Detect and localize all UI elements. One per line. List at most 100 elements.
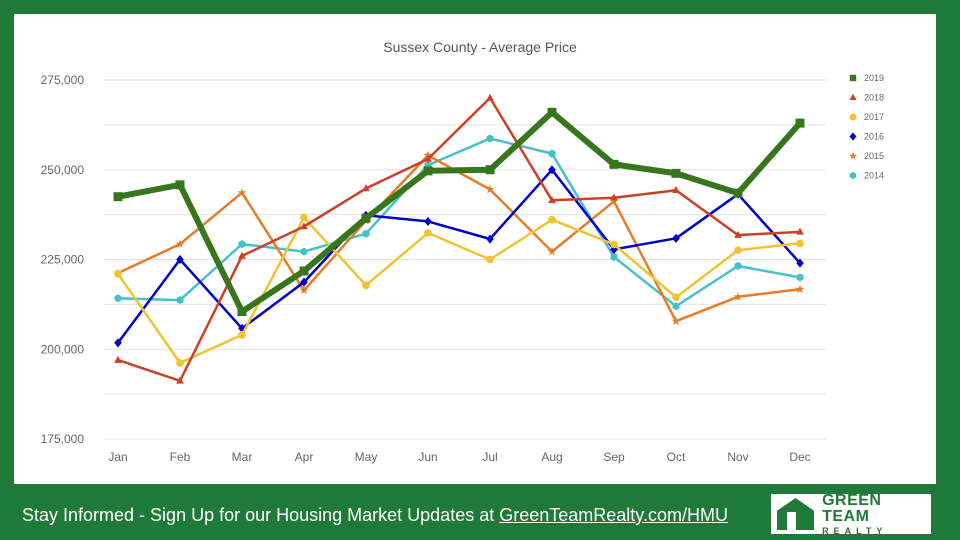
x-tick-label: Aug [541, 450, 562, 464]
x-tick-label: Dec [789, 450, 810, 464]
legend-marker [849, 171, 857, 180]
x-tick-label: Sep [603, 450, 625, 464]
data-point [796, 258, 804, 268]
legend-item: 2017 [849, 112, 884, 122]
legend-item: 2015 [849, 151, 884, 161]
data-point [795, 118, 805, 128]
data-point [733, 188, 743, 198]
data-point [114, 355, 122, 363]
x-tick-label: Jan [108, 450, 127, 464]
signup-link[interactable]: GreenTeamRealty.com/HMU [499, 505, 728, 525]
legend-label: 2015 [864, 151, 884, 161]
data-point [176, 359, 184, 367]
x-tick-label: Mar [232, 450, 253, 464]
x-tick-label: Jun [418, 450, 437, 464]
data-point [114, 338, 122, 348]
x-tick-label: May [355, 450, 378, 464]
series-line [116, 168, 801, 344]
y-tick-label: 250,000 [41, 163, 85, 177]
data-point [734, 246, 742, 255]
legend-label: 2014 [864, 171, 884, 181]
logo-line1: GREEN TEAM [822, 491, 882, 525]
data-point [548, 215, 556, 224]
company-logo: GREEN TEAM REALTY [771, 491, 931, 536]
legend-label: 2019 [864, 73, 884, 83]
chart-title: Sussex County - Average Price [383, 39, 577, 55]
data-point [610, 253, 618, 261]
legend-label: 2018 [864, 93, 884, 103]
data-point [361, 213, 371, 223]
data-point [672, 302, 680, 311]
data-point [547, 247, 557, 256]
data-point [362, 281, 370, 290]
x-tick-label: Apr [295, 450, 314, 464]
legend-item: 2018 [849, 93, 884, 103]
data-point [671, 316, 681, 325]
data-point [672, 186, 680, 194]
data-point [671, 168, 681, 178]
y-tick-label: 225,000 [41, 253, 85, 267]
legend-marker [849, 93, 857, 101]
data-point [424, 154, 432, 162]
data-point [300, 277, 308, 287]
data-point [362, 184, 370, 192]
series-line [116, 216, 801, 365]
data-point [610, 193, 618, 201]
data-point [486, 93, 494, 101]
data-point [114, 270, 122, 278]
legend-item: 2016 [849, 132, 884, 142]
data-point [796, 227, 804, 235]
data-point [237, 188, 247, 197]
data-point [299, 285, 309, 295]
data-point [238, 251, 246, 259]
series-2017 [114, 213, 804, 367]
data-point [176, 376, 184, 384]
data-point [610, 240, 618, 249]
series-line [117, 137, 801, 308]
data-point [548, 196, 556, 204]
data-point [672, 233, 680, 243]
data-point [609, 159, 619, 169]
data-point [423, 166, 433, 176]
line-chart: Sussex County - Average Price 175,000 200… [41, 39, 884, 464]
data-point [300, 222, 308, 230]
data-point [733, 292, 743, 301]
data-point [734, 230, 742, 238]
data-point [734, 261, 742, 270]
data-point [485, 165, 495, 175]
legend-item: 2014 [849, 171, 884, 181]
data-point [486, 255, 494, 264]
chart-panel: Sussex County - Average Price 175,000 200… [14, 14, 936, 484]
data-point [486, 234, 494, 244]
data-point [424, 229, 432, 237]
legend-item: 2019 [849, 73, 884, 83]
legend-label: 2017 [864, 112, 884, 122]
series-2014 [114, 134, 804, 311]
x-tick-label: Oct [667, 450, 686, 464]
data-point [114, 294, 122, 303]
data-point [299, 266, 309, 276]
data-point [609, 196, 619, 205]
y-tick-label: 200,000 [41, 342, 85, 356]
data-point [548, 165, 556, 175]
legend-marker [849, 74, 857, 82]
data-point [796, 273, 804, 282]
data-point [176, 254, 184, 265]
data-point [362, 229, 370, 238]
data-point [176, 296, 184, 305]
legend-marker [849, 113, 857, 121]
legend-marker [849, 132, 857, 141]
house-icon [777, 498, 815, 530]
logo-line2: REALTY [822, 525, 888, 536]
data-point [795, 284, 805, 293]
data-point [175, 239, 185, 248]
data-point [548, 149, 556, 158]
x-tick-label: Feb [170, 450, 191, 464]
footer-message: Stay Informed - Sign Up for our Housing … [22, 505, 728, 526]
series-2018 [114, 93, 804, 384]
data-point [113, 192, 123, 202]
series-line [117, 96, 801, 383]
data-point [237, 307, 247, 317]
data-point [547, 107, 557, 117]
data-point [796, 239, 804, 248]
